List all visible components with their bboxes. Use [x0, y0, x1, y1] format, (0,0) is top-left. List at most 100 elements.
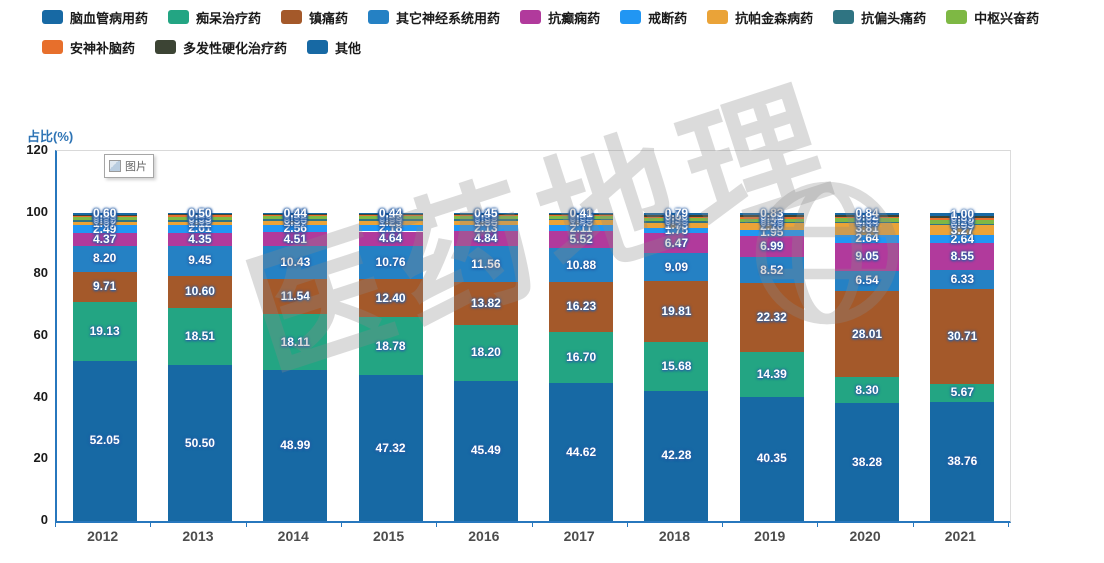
- bar-2020: 38.28 8.30 28.01 6.54 9.05 2.64 3.81 0.44 1.09 0.…: [835, 151, 900, 521]
- bar-segment: [263, 278, 328, 315]
- bar-2019: 40.35 14.39 22.32 8.52 6.99 1.95 2.10 0.46 0.98 0…: [739, 151, 804, 521]
- x-tick-mark: [912, 522, 914, 527]
- bar-segment: [72, 232, 137, 247]
- bar-segment: [167, 308, 232, 366]
- x-tick-mark: [245, 522, 247, 527]
- bars-container: 52.05 19.13 9.71 8.20 4.37 2.49 1.07 0.60 0.97 0.…: [57, 151, 1010, 521]
- x-tick-mark: [150, 522, 152, 527]
- plot-area: 52.05 19.13 9.71 8.20 4.37 2.49 1.07 0.60 0.97 0.…: [55, 150, 1011, 523]
- bar-segment: [453, 282, 518, 325]
- bar-segment: [167, 215, 232, 217]
- bar-segment: [453, 224, 518, 232]
- bar-segment: [835, 270, 900, 292]
- x-tick-label: 2014: [277, 528, 309, 544]
- bar-segment: [263, 369, 328, 521]
- legend-item-11: 其他: [307, 36, 361, 58]
- legend-label: 镇痛药: [309, 10, 349, 26]
- bar-2021: 38.76 5.67 30.71 6.33 8.55 2.64 3.27 0.55 1.20 0.…: [930, 151, 995, 521]
- bar-segment: [644, 221, 709, 223]
- legend-label: 多发性硬化治疗药: [183, 40, 288, 56]
- bar-segment: [167, 246, 232, 276]
- bar-segment: [835, 215, 900, 218]
- bar-2018: 42.28 15.68 19.81 9.09 6.47 1.75 1.73 0.48 0.90 0…: [644, 151, 709, 521]
- bar-segment: [739, 396, 804, 521]
- bar-segment: [72, 225, 137, 233]
- legend-item-9: 安神补脑药: [42, 36, 135, 58]
- bar-segment: [263, 219, 328, 221]
- bar-segment: [739, 218, 804, 222]
- bar-segment: [835, 242, 900, 271]
- legend-swatch: [307, 40, 329, 54]
- bar-segment: [72, 214, 137, 216]
- bar-segment: [358, 216, 423, 220]
- legend-item-6: 抗帕金森病药: [707, 6, 813, 28]
- bar-segment: [930, 223, 995, 226]
- bar-segment: [167, 219, 232, 222]
- bar-2017: 44.62 16.70 16.23 10.88 5.52 2.11 1.48 0.50 0.82…: [549, 151, 614, 521]
- x-tick-label: 2016: [468, 528, 500, 544]
- legend-label: 抗癫痫药: [548, 10, 601, 26]
- bar-segment: [930, 218, 995, 220]
- legend-swatch: [42, 10, 63, 24]
- bar-segment: [453, 246, 518, 283]
- bar-segment: [739, 235, 804, 258]
- bar-segment: [549, 214, 614, 217]
- legend-swatch: [168, 10, 190, 24]
- bar-segment: [263, 214, 328, 217]
- bar-segment: [453, 212, 518, 215]
- legend-item-3: 其它神经系统用药: [368, 6, 500, 28]
- bar-segment: [835, 234, 900, 243]
- x-tick-mark: [722, 522, 724, 527]
- y-tick-label: 60: [33, 327, 48, 342]
- bar-segment: [358, 245, 423, 279]
- bar-segment: [835, 223, 900, 235]
- legend-label: 戒断药: [648, 10, 688, 26]
- x-tick-label: 2015: [372, 528, 405, 544]
- bar-segment: [453, 216, 518, 220]
- bar-2015: 47.32 18.78 12.40 10.76 4.64 2.18 1.29 0.54 0.88…: [358, 151, 423, 521]
- bar-segment: [72, 246, 137, 272]
- x-tick-label: 2018: [658, 528, 691, 544]
- image-placeholder-icon: [109, 160, 121, 172]
- legend-item-2: 镇痛药: [281, 6, 348, 28]
- bar-2012: 52.05 19.13 9.71 8.20 4.37 2.49 1.07 0.60 0.97 0.…: [72, 151, 137, 521]
- bar-segment: [167, 214, 232, 216]
- bar-segment: [358, 220, 423, 225]
- chart-legend: 脑血管病用药 痴呆治疗药 镇痛药 其它神经系统用药 抗癫痫药 戒断药 抗帕金森病药 抗偏头痛药…: [42, 6, 1104, 58]
- bar-segment: [644, 390, 709, 521]
- bar-segment: [644, 216, 709, 219]
- bar-segment: [930, 384, 995, 402]
- bar-segment: [644, 215, 709, 217]
- x-tick-label: 2017: [563, 528, 595, 544]
- bar-segment: [644, 212, 709, 216]
- bar-segment: [930, 212, 995, 216]
- legend-swatch: [281, 10, 303, 24]
- bar-segment: [930, 219, 995, 224]
- bar-segment: [644, 227, 709, 234]
- bar-segment: [72, 271, 137, 302]
- bar-segment: [263, 232, 328, 247]
- bar-segment: [167, 224, 232, 233]
- legend-swatch: [707, 10, 729, 24]
- bar-segment: [549, 216, 614, 219]
- y-tick-label: 40: [33, 388, 48, 404]
- legend-label: 痴呆治疗药: [196, 10, 262, 26]
- bar-segment: [739, 217, 804, 219]
- bar-segment: [358, 317, 423, 376]
- bar-2013: 50.50 18.51 10.60 9.45 4.35 2.61 1.12 0.58 0.95 0…: [167, 151, 232, 521]
- x-tick-mark: [55, 522, 56, 527]
- y-tick-label: 80: [33, 265, 48, 281]
- bar-segment: [263, 224, 328, 233]
- bar-segment: [739, 283, 804, 353]
- bar-segment: [72, 220, 137, 222]
- x-tick-label: 2013: [182, 528, 214, 544]
- bar-segment: [453, 220, 518, 225]
- bar-segment: [72, 217, 137, 221]
- y-axis-title: 占比(%): [27, 129, 74, 144]
- bar-segment: [453, 380, 518, 521]
- bar-segment: [739, 215, 804, 218]
- legend-item-5: 戒断药: [620, 6, 687, 28]
- bar-segment: [167, 221, 232, 225]
- bar-segment: [167, 216, 232, 220]
- bar-segment: [358, 212, 423, 215]
